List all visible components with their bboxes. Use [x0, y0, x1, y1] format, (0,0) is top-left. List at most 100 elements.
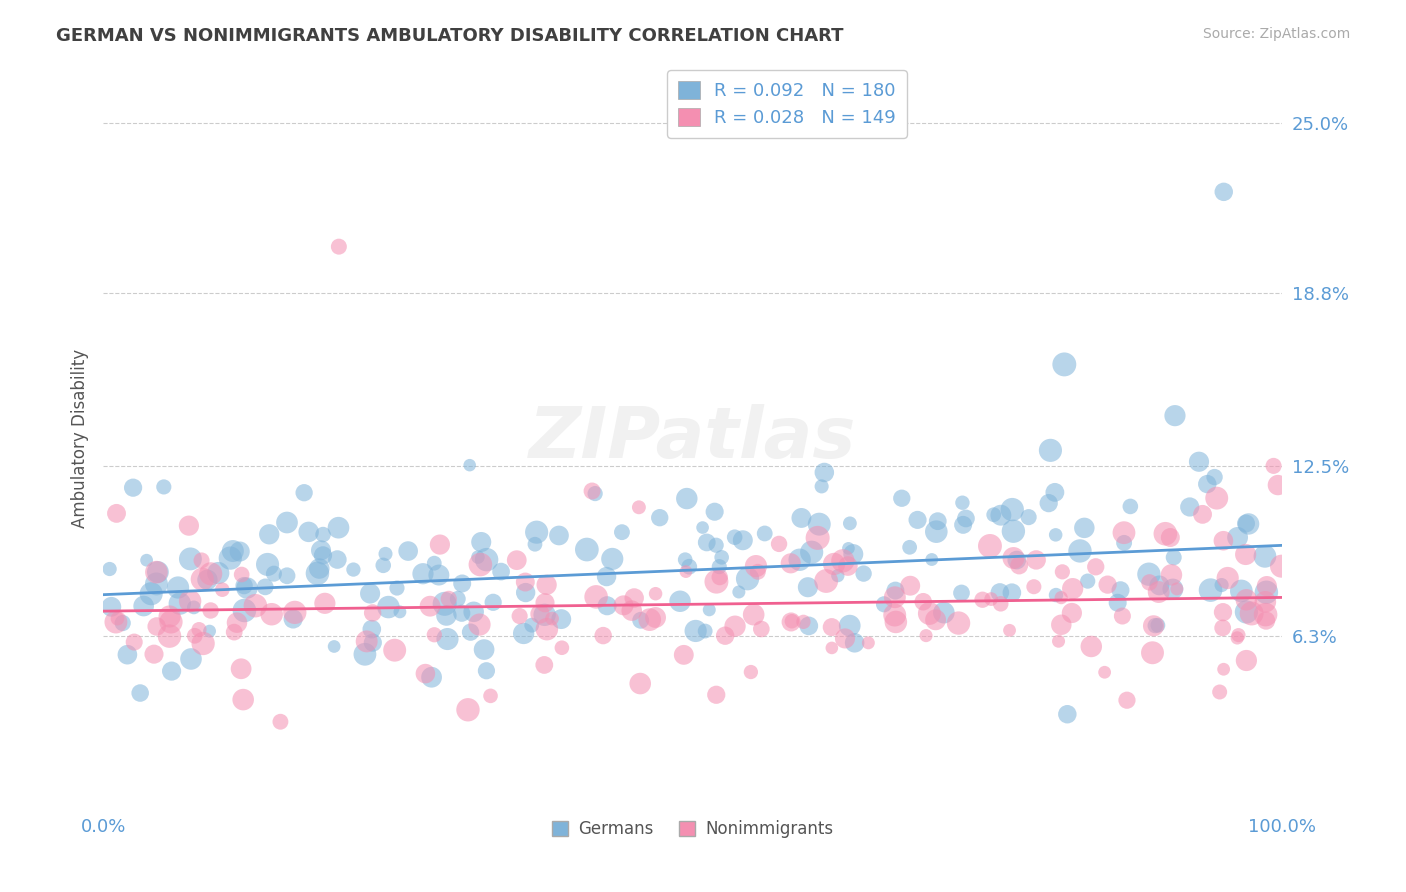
Point — [326, 552, 349, 566]
Point — [912, 595, 935, 609]
Point — [585, 590, 607, 604]
Point — [523, 537, 546, 551]
Point — [709, 559, 731, 574]
Point — [1234, 592, 1257, 607]
Point — [1163, 550, 1185, 565]
Point — [160, 615, 183, 629]
Point — [737, 572, 759, 586]
Point — [884, 583, 907, 598]
Point — [312, 549, 335, 563]
Point — [541, 611, 564, 625]
Point — [200, 603, 222, 617]
Point — [226, 615, 249, 630]
Point — [898, 541, 921, 555]
Point — [153, 480, 176, 494]
Point — [669, 594, 692, 608]
Point — [1139, 575, 1161, 590]
Point — [1094, 665, 1116, 680]
Point — [312, 527, 335, 541]
Point — [842, 547, 865, 561]
Point — [740, 665, 762, 679]
Point — [1149, 578, 1171, 592]
Point — [831, 554, 853, 568]
Point — [815, 574, 838, 588]
Point — [972, 592, 994, 607]
Point — [742, 607, 765, 622]
Point — [915, 629, 938, 643]
Y-axis label: Ambulatory Disability: Ambulatory Disability — [72, 349, 89, 528]
Point — [1197, 477, 1219, 491]
Point — [360, 622, 382, 636]
Point — [1039, 443, 1062, 458]
Point — [627, 500, 650, 515]
Point — [697, 603, 720, 617]
Point — [789, 553, 811, 567]
Point — [263, 566, 285, 581]
Point — [704, 538, 727, 552]
Point — [907, 513, 929, 527]
Point — [1053, 358, 1076, 372]
Point — [1212, 662, 1234, 676]
Point — [980, 592, 1002, 607]
Point — [374, 547, 396, 561]
Point — [423, 628, 446, 642]
Point — [145, 577, 167, 591]
Point — [231, 567, 253, 582]
Point — [534, 596, 557, 610]
Point — [823, 557, 845, 571]
Point — [463, 605, 485, 619]
Point — [533, 607, 555, 622]
Point — [675, 491, 697, 506]
Point — [450, 606, 472, 620]
Point — [1060, 606, 1083, 620]
Point — [837, 541, 859, 556]
Point — [704, 688, 727, 702]
Point — [412, 566, 434, 581]
Point — [323, 640, 346, 654]
Point — [359, 586, 381, 600]
Point — [595, 569, 617, 583]
Point — [200, 566, 222, 581]
Point — [620, 604, 643, 618]
Point — [105, 507, 128, 521]
Point — [479, 689, 502, 703]
Point — [145, 565, 167, 579]
Point — [724, 619, 747, 633]
Point — [536, 578, 558, 592]
Point — [361, 635, 384, 649]
Text: ZIPatlas: ZIPatlas — [529, 404, 856, 473]
Point — [837, 559, 859, 574]
Point — [292, 485, 315, 500]
Point — [104, 615, 127, 629]
Point — [838, 618, 860, 632]
Point — [780, 614, 803, 628]
Point — [714, 629, 737, 643]
Point — [1212, 533, 1234, 548]
Text: GERMAN VS NONIMMIGRANTS AMBULATORY DISABILITY CORRELATION CHART: GERMAN VS NONIMMIGRANTS AMBULATORY DISAB… — [56, 27, 844, 45]
Point — [197, 573, 219, 587]
Point — [111, 615, 134, 630]
Point — [1116, 693, 1139, 707]
Point — [1107, 596, 1129, 610]
Point — [437, 591, 460, 606]
Point — [515, 575, 537, 590]
Point — [184, 629, 207, 643]
Point — [950, 586, 973, 600]
Point — [269, 714, 291, 729]
Point — [468, 617, 491, 632]
Point — [1267, 478, 1289, 492]
Point — [429, 538, 451, 552]
Point — [385, 581, 408, 595]
Point — [1008, 558, 1031, 573]
Point — [396, 544, 419, 558]
Point — [122, 635, 145, 649]
Point — [245, 599, 267, 613]
Point — [1047, 634, 1070, 648]
Point — [873, 597, 896, 611]
Point — [797, 619, 820, 633]
Point — [1212, 605, 1234, 619]
Point — [768, 537, 790, 551]
Point — [1164, 409, 1187, 423]
Point — [180, 652, 202, 666]
Point — [1208, 685, 1230, 699]
